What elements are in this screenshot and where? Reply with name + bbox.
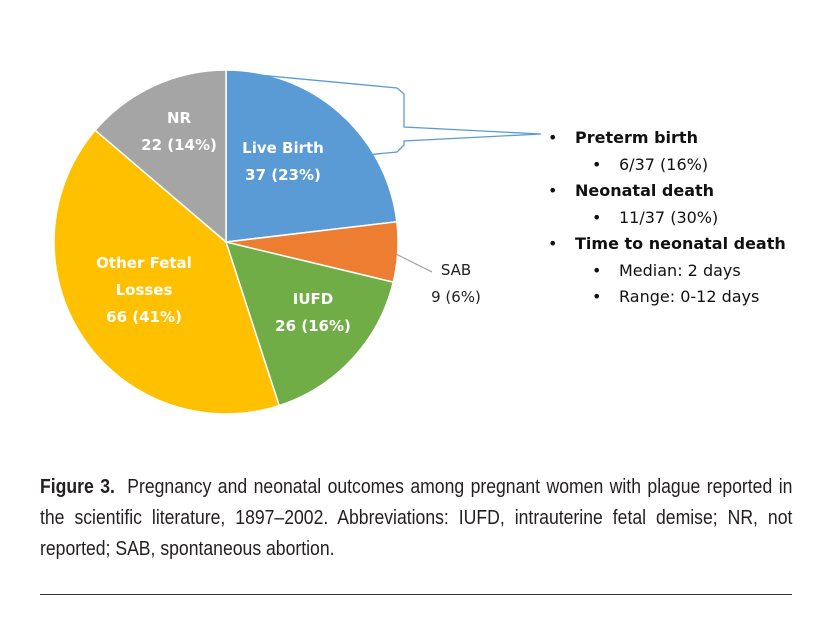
slice-labels: Live Birth 37 (23%) SAB 9 (6%) IUFD 26 (16%) O…: [96, 109, 481, 335]
callout-item-neonatal-death: Neonatal death: [548, 178, 818, 205]
slice-label-other: Other Fetal Losses 66 (41%): [96, 254, 192, 326]
callout-detail-neonatal-death: 11/37 (30%): [548, 205, 818, 232]
live-birth-callout-list: Preterm birth 6/37 (16%) Neonatal death …: [548, 125, 818, 311]
slice-nr: [94, 69, 227, 244]
caption-text: Pregnancy and neonatal outcomes among pr…: [40, 476, 793, 560]
figure-label: Figure 3.: [40, 476, 115, 498]
bottom-rule: [40, 594, 792, 595]
callout-item-preterm: Preterm birth: [548, 125, 818, 152]
callout-detail-range: Range: 0-12 days: [548, 284, 818, 311]
callout-detail-preterm: 6/37 (16%): [548, 152, 818, 179]
slice-other: [53, 129, 281, 415]
slice-label-iufd: IUFD 26 (16%): [275, 290, 351, 335]
sab-leader-line: [395, 253, 433, 273]
slice-iufd: [224, 240, 395, 407]
slice-label-nr: NR 22 (14%): [141, 109, 217, 154]
pie-slices: [53, 69, 399, 415]
callout-detail-median: Median: 2 days: [548, 258, 818, 285]
slice-label-sab: SAB 9 (6%): [431, 261, 481, 306]
figure-caption: Figure 3. Pregnancy and neonatal outcomes…: [40, 472, 792, 565]
pie-chart: Live Birth 37 (23%) SAB 9 (6%) IUFD 26 (16%) O…: [53, 69, 542, 415]
callout-item-time-to-death: Time to neonatal death: [548, 231, 818, 258]
callout-bracket: [226, 71, 542, 169]
slice-label-live: Live Birth 37 (23%): [242, 139, 324, 184]
slice-live: [225, 69, 398, 243]
